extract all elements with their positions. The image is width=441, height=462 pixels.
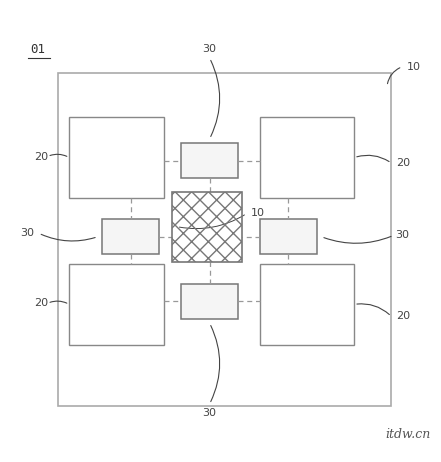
Bar: [58, 73, 392, 406]
Bar: [181, 284, 238, 319]
Text: 20: 20: [396, 311, 410, 322]
Text: 20: 20: [396, 158, 410, 168]
Bar: [181, 143, 238, 178]
Text: 10: 10: [251, 208, 265, 219]
Text: 30: 30: [202, 408, 217, 418]
Text: 20: 20: [34, 152, 49, 162]
Text: 30: 30: [21, 228, 35, 238]
Bar: [260, 219, 317, 254]
Text: 01: 01: [30, 43, 45, 55]
Bar: [102, 219, 159, 254]
Text: itdw.cn: itdw.cn: [385, 428, 431, 441]
Text: 30: 30: [396, 231, 409, 240]
Bar: [172, 192, 243, 261]
Text: 30: 30: [202, 44, 217, 54]
Bar: [69, 117, 164, 198]
Bar: [260, 117, 354, 198]
Text: 20: 20: [34, 298, 49, 308]
Bar: [260, 264, 354, 345]
Bar: [69, 264, 164, 345]
Text: 10: 10: [407, 61, 421, 72]
